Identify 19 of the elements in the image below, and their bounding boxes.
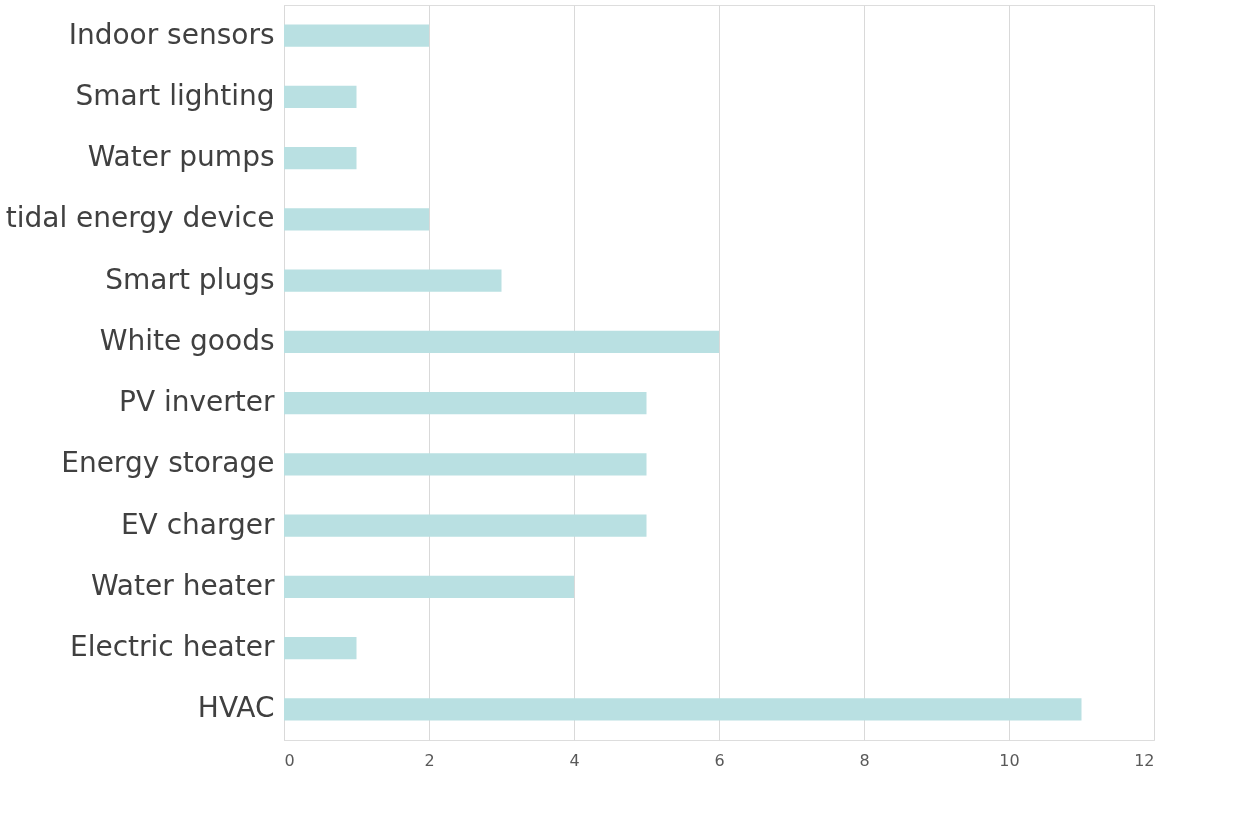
- y-tick-label: Electric heater: [69, 630, 275, 664]
- y-tick-label: Energy storage: [61, 446, 275, 480]
- y-tick-label: EV charger: [120, 507, 275, 541]
- y-tick-label: PV inverter: [119, 385, 275, 419]
- y-tick-label: Water heater: [90, 568, 275, 602]
- x-tick-label: 8: [859, 750, 870, 770]
- y-tick-label: Water pumps: [87, 140, 275, 174]
- y-tick-label: tidal energy device: [5, 201, 275, 235]
- x-tick-label: 4: [569, 750, 580, 770]
- x-tick-label: 10: [999, 750, 1020, 770]
- y-tick-label: Smart plugs: [105, 262, 275, 296]
- y-tick-label: HVAC: [197, 691, 275, 725]
- y-tick-label: Smart lighting: [75, 78, 275, 112]
- y-tick-label: Indoor sensors: [68, 17, 275, 51]
- y-tick-label: White goods: [99, 323, 275, 357]
- x-tick-label: 6: [714, 750, 725, 770]
- x-tick-label: 0: [284, 750, 295, 770]
- x-tick-label: 12: [1134, 750, 1155, 770]
- x-tick-label: 2: [424, 750, 435, 770]
